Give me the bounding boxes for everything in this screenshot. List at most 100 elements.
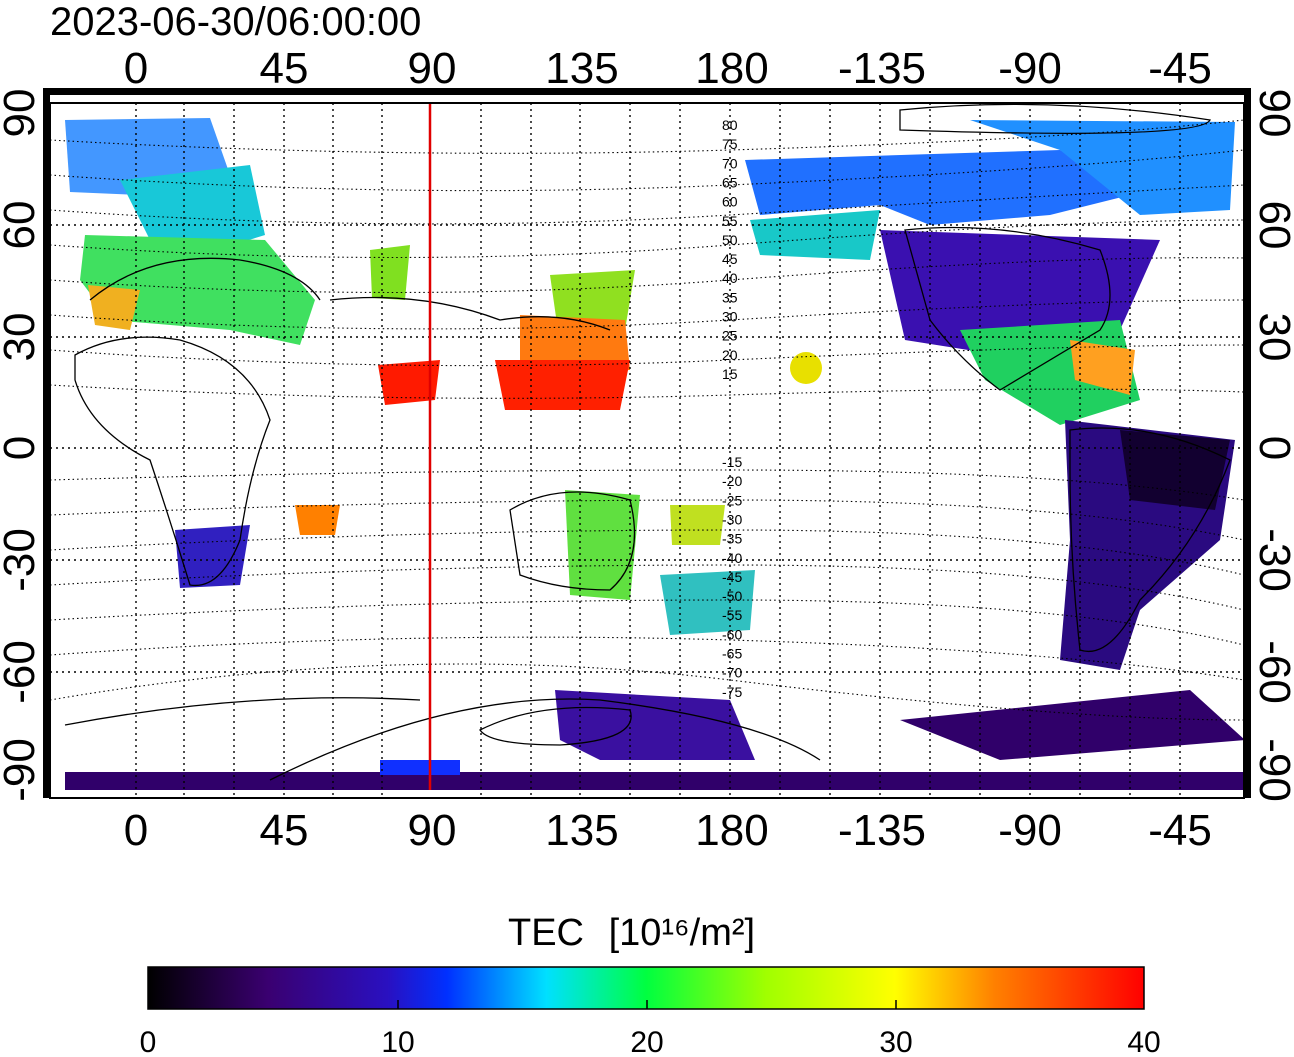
tec-data-patches: [65, 118, 1244, 790]
contour-label: -45: [722, 569, 742, 585]
contour-label: -25: [722, 492, 742, 508]
contour-label: 35: [722, 289, 738, 305]
contour-label: -75: [722, 684, 742, 700]
tec-patch-pacific-south: [670, 505, 725, 545]
contour-label: 45: [722, 251, 738, 267]
tec-patch-iberia: [88, 285, 140, 330]
map-top-bar: [50, 88, 1244, 95]
contour-label: 15: [722, 366, 738, 382]
contour-label: -15: [722, 454, 742, 470]
tec-patch-alaska: [750, 210, 880, 260]
colorbar-tick-label: 40: [1127, 1026, 1160, 1057]
lat-tick-right: 60: [1250, 201, 1294, 250]
lat-tick-right: 30: [1250, 313, 1294, 362]
lon-tick-top: -90: [998, 44, 1062, 93]
colorbar-title: TEC [10¹⁶/m²]: [508, 912, 755, 954]
lat-tick-left: -60: [0, 640, 44, 704]
contour-label: -35: [722, 531, 742, 547]
colorbar-unit: [10¹⁶/m²]: [609, 912, 756, 954]
colorbar-tick-label: 30: [879, 1026, 912, 1057]
lat-tick-right: -90: [1250, 738, 1294, 802]
tec-patch-antarctica-east: [555, 690, 755, 760]
bottom-longitude-axis: 0 45 90 135 180 -135 -90 -45: [124, 806, 1212, 855]
contour-label: 80: [722, 117, 738, 133]
tec-patch-polar-blue: [380, 760, 460, 775]
contour-label: -70: [722, 665, 742, 681]
contour-label: 55: [722, 213, 738, 229]
lat-tick-left: 0: [0, 436, 44, 460]
contour-label: -50: [722, 588, 742, 604]
right-latitude-axis: 90 60 30 0 -30 -60 -90: [1250, 89, 1294, 802]
lon-tick-bottom: -135: [838, 806, 926, 855]
colorbar-tick-label: 20: [630, 1026, 663, 1057]
contour-label: 50: [722, 232, 738, 248]
lon-tick-bottom: -90: [998, 806, 1062, 855]
map-area: [50, 103, 1244, 798]
lat-tick-left: 60: [0, 201, 44, 250]
colorbar-tick-label: 10: [381, 1026, 414, 1057]
tec-patch-greenland: [970, 120, 1235, 215]
lat-tick-left: 90: [0, 89, 44, 138]
lon-tick-top: 0: [124, 44, 148, 93]
contour-label: -65: [722, 646, 742, 662]
lon-tick-top: 180: [695, 44, 768, 93]
tec-patch-canada: [745, 150, 1150, 225]
lat-tick-left: -90: [0, 738, 44, 802]
contour-label: 25: [722, 328, 738, 344]
tec-patch-madagascar: [295, 505, 340, 535]
lon-tick-bottom: 45: [260, 806, 309, 855]
lon-tick-bottom: 135: [545, 806, 618, 855]
contour-label: -60: [722, 626, 742, 642]
contour-label: 30: [722, 309, 738, 325]
tec-patch-europe: [80, 235, 315, 345]
tec-patch-south-asia: [495, 360, 630, 410]
map-right-bar: [1244, 88, 1251, 798]
lon-tick-bottom: 0: [124, 806, 148, 855]
lat-tick-left: -30: [0, 528, 44, 592]
tec-patch-caribbean: [1070, 340, 1135, 395]
top-longitude-axis: 0 45 90 135 180 -135 -90 -45: [124, 44, 1212, 93]
tec-patch-polar-band: [65, 772, 1244, 790]
colorbar-tick-labels: 0 10 20 30 40: [140, 1026, 1161, 1057]
contour-label: -40: [722, 550, 742, 566]
tec-patch-india: [378, 360, 440, 405]
lat-tick-right: 0: [1250, 436, 1294, 460]
contour-label: 40: [722, 270, 738, 286]
tec-patch-antarctica-west: [900, 690, 1244, 760]
coastlines: [64, 103, 1231, 781]
lon-tick-top: 45: [260, 44, 309, 93]
lat-tick-left: 30: [0, 313, 44, 362]
colorbar-ticks: [397, 1000, 897, 1009]
colorbar-tick-label: 0: [140, 1026, 157, 1057]
lon-tick-top: 90: [408, 44, 457, 93]
contour-label: 75: [722, 136, 738, 152]
lon-tick-top: -135: [838, 44, 926, 93]
magnetic-contours: [50, 119, 1244, 721]
lon-tick-top: -45: [1148, 44, 1212, 93]
contour-label: -55: [722, 607, 742, 623]
timestamp-title: 2023-06-30/06:00:00: [50, 0, 421, 44]
map-gridlines: [50, 103, 1244, 798]
contour-label: 70: [722, 155, 738, 171]
colorbar-label: TEC: [508, 912, 584, 954]
tec-patch-hawaii: [790, 352, 822, 384]
contour-label: 65: [722, 174, 738, 190]
lon-tick-bottom: 90: [408, 806, 457, 855]
contour-label: 20: [722, 347, 738, 363]
tec-patch-australia: [565, 490, 640, 600]
tec-patch-central-asia: [370, 245, 410, 300]
contour-label: -30: [722, 512, 742, 528]
contour-labels: 80 75 70 65 60 55 50 45 40 35 30 25 20 15 -15 -20 -25 -30…: [722, 117, 742, 700]
lat-tick-right: 90: [1250, 89, 1294, 138]
tec-patch-south-africa: [175, 525, 250, 588]
tec-patch-amazon: [1120, 430, 1230, 510]
contour-label: 60: [722, 194, 738, 210]
left-latitude-axis: 90 60 30 0 -30 -60 -90: [0, 89, 44, 802]
lat-tick-right: -60: [1250, 640, 1294, 704]
tec-patch-scandinavia: [120, 165, 265, 255]
colorbar: [147, 966, 1145, 1010]
lon-tick-top: 135: [545, 44, 618, 93]
tec-patch-new-zealand: [660, 570, 755, 635]
lon-tick-bottom: 180: [695, 806, 768, 855]
